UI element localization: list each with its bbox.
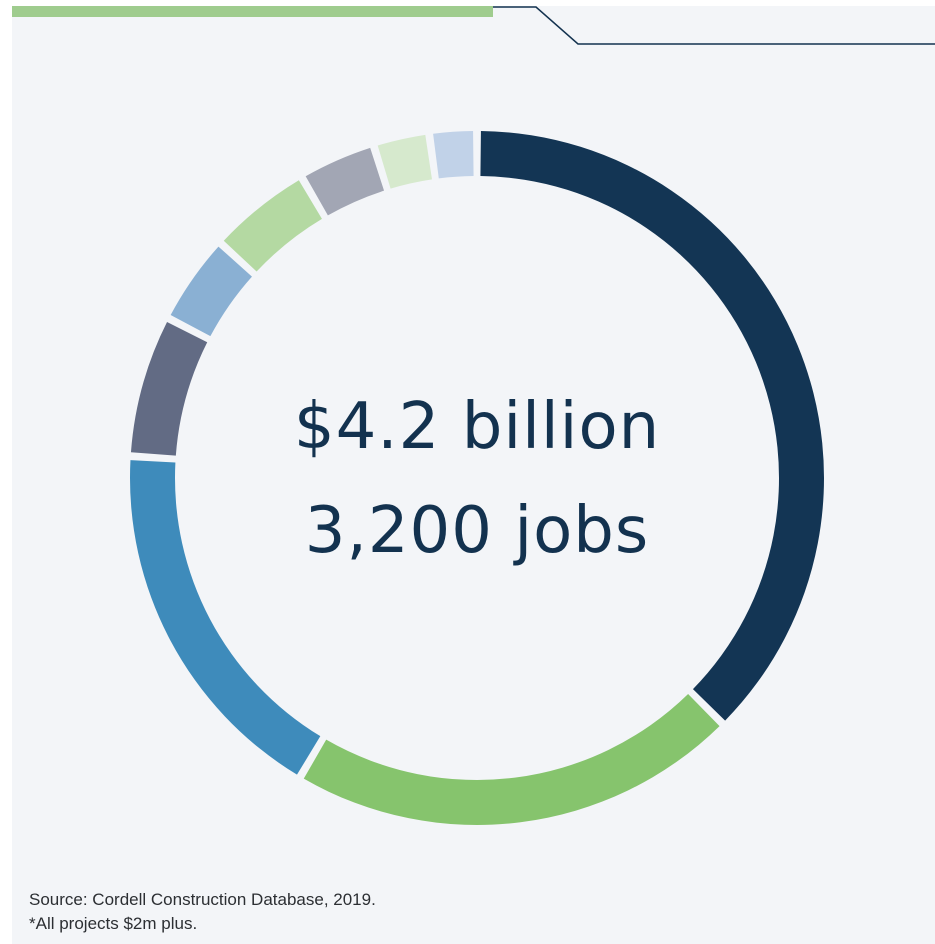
donut-slice-1 [480, 131, 824, 721]
donut-slice-3 [130, 460, 321, 775]
total-value-label: $4.2 billion [293, 390, 661, 464]
total-jobs-label: 3,200 jobs [304, 494, 650, 568]
top-accent-bar [12, 6, 493, 17]
donut-slice-2 [303, 693, 720, 825]
source-note: Source: Cordell Construction Database, 2… [29, 890, 376, 909]
projects-note: *All projects $2m plus. [29, 914, 198, 933]
donut-slice-4 [130, 322, 208, 456]
donut-slice-5 [170, 246, 252, 337]
header-rule-line [493, 6, 935, 45]
donut-slice-8 [377, 134, 432, 189]
donut-slice-7 [305, 147, 385, 216]
donut-slice-6 [223, 180, 322, 272]
donut-slice-9 [433, 131, 474, 179]
